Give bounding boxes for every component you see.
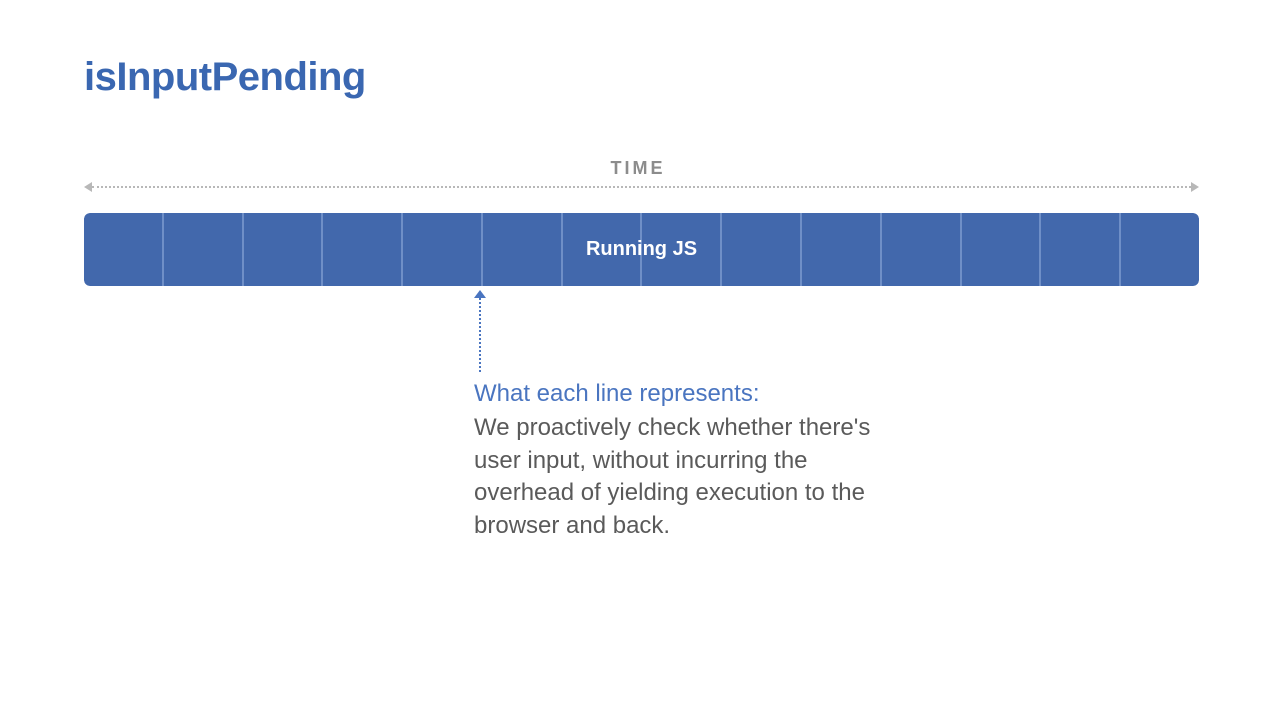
bar-segment: [164, 213, 244, 286]
annotation-text: What each line represents: We proactivel…: [474, 378, 874, 542]
arrow-left-icon: [84, 182, 92, 192]
page-title: isInputPending: [84, 55, 366, 100]
annotation-pointer-line: [479, 295, 481, 372]
bar-segment: [323, 213, 403, 286]
bar-segment: [244, 213, 324, 286]
bar-segment: [84, 213, 164, 286]
arrow-right-icon: [1191, 182, 1199, 192]
time-axis-label: TIME: [611, 158, 666, 179]
bar-segment: [1041, 213, 1121, 286]
bar-label: Running JS: [586, 238, 697, 261]
timeline-bar: Running JS: [84, 213, 1199, 286]
annotation-heading: What each line represents:: [474, 378, 874, 410]
annotation-body: We proactively check whether there's use…: [474, 412, 874, 542]
bar-segment: [722, 213, 802, 286]
bar-segment: [802, 213, 882, 286]
bar-segment: [483, 213, 563, 286]
time-axis: [84, 186, 1199, 187]
bar-segment: [962, 213, 1042, 286]
bar-segment: [882, 213, 962, 286]
bar-segment: [403, 213, 483, 286]
bar-segment: [1121, 213, 1199, 286]
time-axis-line: [92, 186, 1191, 188]
